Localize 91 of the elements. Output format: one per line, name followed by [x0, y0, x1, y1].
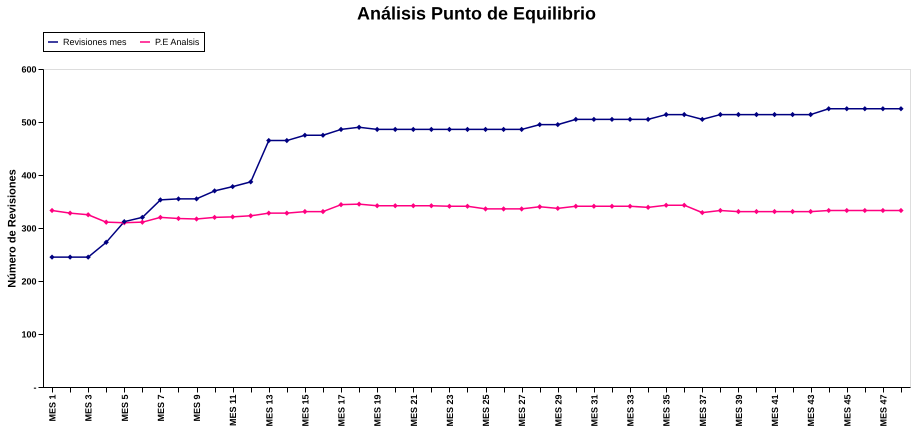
x-tick-label: MES 25 [481, 394, 492, 427]
point [464, 126, 470, 132]
x-tick-label: MES 15 [300, 394, 310, 427]
x-tick-label: MES 41 [770, 394, 780, 427]
x-tick-label: MES 7 [156, 394, 166, 422]
point [700, 116, 705, 122]
point [537, 204, 542, 210]
x-tick-label: MES 47 [878, 394, 888, 427]
point [176, 196, 182, 202]
x-tick-label: MES 37 [698, 394, 708, 427]
point [754, 112, 760, 118]
legend-label: Revisiones mes [63, 37, 128, 47]
y-tick-label: 500 [21, 118, 36, 128]
point [627, 116, 633, 122]
point [772, 208, 778, 214]
point [67, 210, 73, 216]
x-tick-label: MES 43 [806, 394, 816, 427]
point [49, 208, 55, 214]
point [555, 122, 560, 128]
point [104, 220, 109, 225]
x-tick-label: MES 19 [372, 394, 383, 427]
point [700, 210, 705, 216]
y-tick-label: 400 [21, 170, 36, 180]
point [248, 213, 254, 218]
point [410, 203, 416, 208]
point [519, 206, 524, 212]
point [158, 214, 164, 220]
x-tick-label: MES 11 [228, 394, 238, 426]
y-tick-label: 300 [21, 224, 36, 234]
x-tick-label: MES 31 [589, 394, 600, 427]
x-tick-label: MES 21 [408, 394, 419, 427]
point [86, 254, 91, 260]
x-tick-label: MES 5 [120, 394, 130, 422]
x-tick-label: MES 45 [842, 394, 852, 427]
point [482, 206, 488, 212]
point [320, 208, 326, 214]
point [609, 116, 615, 122]
point [573, 204, 578, 209]
point [428, 126, 434, 132]
y-tick-label: 100 [21, 330, 36, 340]
point [49, 254, 55, 260]
point [482, 126, 488, 132]
x-tick-label: MES 17 [336, 394, 347, 427]
point [573, 116, 578, 122]
x-tick-label: MES 9 [192, 394, 202, 422]
x-tick-label: MES 3 [84, 394, 94, 422]
point [104, 240, 109, 245]
point [519, 126, 524, 132]
y-tick-label: 200 [21, 276, 36, 286]
legend-label: P.E Analsis [155, 37, 200, 47]
point [392, 126, 398, 132]
point [682, 202, 687, 208]
point [410, 126, 416, 132]
y-tick-label: - [34, 382, 36, 392]
point [808, 208, 814, 214]
point [86, 212, 91, 218]
point [844, 106, 850, 112]
x-tick-label: MES 29 [553, 394, 564, 427]
point [808, 112, 814, 118]
point [194, 196, 200, 202]
point [772, 112, 778, 118]
point [718, 112, 723, 118]
point [266, 210, 272, 216]
point [356, 124, 362, 130]
y-tick-label: 600 [21, 64, 36, 74]
x-tick-label: MES 27 [517, 394, 528, 427]
y-axis-title: Número de Revisiones [6, 169, 18, 288]
point [140, 220, 145, 225]
point [537, 122, 542, 128]
point [248, 179, 254, 185]
point [338, 126, 344, 132]
point [664, 112, 669, 118]
point [284, 210, 290, 216]
point [230, 184, 236, 190]
point [374, 126, 380, 132]
point [212, 188, 218, 194]
point [140, 214, 145, 220]
x-tick-label: MES 39 [734, 394, 744, 427]
x-tick-label: MES 13 [264, 394, 274, 427]
x-tick-label: MES 35 [662, 394, 672, 427]
point [898, 208, 904, 214]
x-tick-label: MES 23 [444, 394, 455, 427]
point [555, 206, 560, 212]
point [754, 208, 760, 214]
point [284, 138, 290, 144]
x-tick-label: MES 1 [48, 394, 58, 422]
point [212, 214, 218, 220]
point [230, 214, 236, 220]
x-tick-label: MES 33 [626, 394, 636, 427]
point [682, 112, 687, 118]
chart-title: Análisis Punto de Equilibrio [356, 4, 596, 24]
